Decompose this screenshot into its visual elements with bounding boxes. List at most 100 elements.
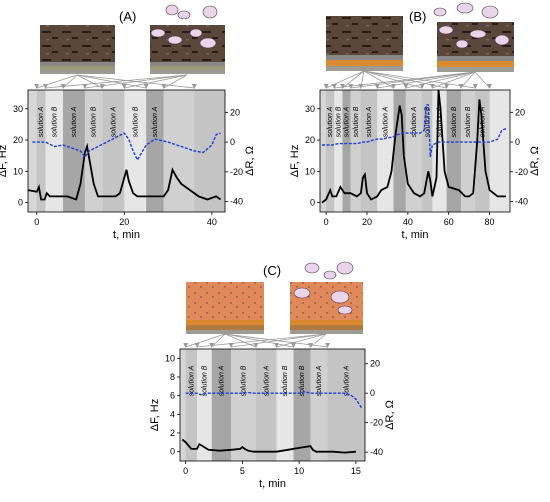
panel-b-illustration-left	[326, 16, 403, 71]
solution-label: solution B	[282, 365, 289, 396]
y-right-tick-label: -40	[515, 197, 528, 207]
arrow-head	[99, 84, 105, 89]
solution-label: solution B	[201, 365, 208, 396]
arrow-head	[143, 84, 149, 89]
x-axis-label: t, min	[402, 229, 429, 241]
pep-surface-image	[186, 282, 264, 320]
arrow-head	[444, 84, 450, 89]
arrow-head	[183, 343, 189, 348]
connector-arrow	[224, 333, 294, 348]
solution-stripe	[102, 90, 125, 212]
connector-arrow	[224, 333, 328, 348]
pep-layer	[186, 320, 264, 325]
panel-a-illustration-left	[40, 25, 115, 74]
y-right-tick-label: 0	[515, 137, 520, 147]
solution-stripe	[146, 90, 164, 212]
sio2-layer	[186, 325, 264, 330]
plot-frame	[27, 89, 226, 213]
y-right-axis-label: ΔR, Ω	[384, 400, 396, 430]
molecule-cluster-icon	[433, 2, 499, 19]
connector-arrow	[363, 70, 394, 89]
solution-label: solution A	[479, 106, 486, 137]
arrow-head	[487, 84, 493, 89]
y-right-tick-label: -20	[230, 167, 243, 177]
y-left-tick-label: 20	[13, 135, 23, 145]
panel-a-chart: solution A solution B solution A solution B…	[0, 89, 256, 241]
y-right-tick-label: -20	[370, 418, 383, 428]
arrow-head	[348, 84, 354, 89]
x-tick-label: 0	[183, 466, 188, 476]
sio2-layer	[40, 66, 115, 70]
y-left-tick-label: 10	[165, 353, 175, 363]
y-left-tick-label: 10	[13, 166, 23, 176]
solution-label: solution A	[343, 365, 350, 396]
solution-label: solution B	[465, 106, 472, 137]
y-left-tick-label: 0	[170, 447, 175, 457]
solution-label: solution B	[424, 106, 431, 137]
arrow-head	[82, 84, 88, 89]
solution-stripe	[194, 90, 225, 212]
connector-arrow	[460, 71, 476, 89]
connector-arrow	[62, 74, 78, 89]
solution-stripe	[231, 349, 257, 461]
y-left-tick-label: 0	[310, 198, 315, 208]
solution-stripe	[405, 90, 423, 212]
solution-stripe	[293, 349, 311, 461]
x-tick-label: 5	[240, 466, 245, 476]
arrow-head	[34, 84, 40, 89]
connector-arrow	[432, 71, 476, 89]
arrow-head	[43, 84, 49, 89]
frequency-shift-line	[321, 89, 506, 204]
panel-b-illustration-right	[433, 2, 514, 72]
y-right-tick-label: 0	[230, 137, 235, 147]
arrow-head	[323, 84, 329, 89]
panel-b-arrows	[323, 70, 493, 89]
connector-arrow	[45, 74, 188, 89]
x-tick-label: 0	[34, 217, 39, 227]
panel-b-chart: solution A solution B solution A solution B…	[289, 89, 541, 241]
x-axis-label: t, min	[259, 478, 286, 490]
panel-c-label: (C)	[263, 263, 281, 278]
y-left-axis-label: ΔF, Hz	[289, 145, 301, 177]
arrow-head	[253, 343, 259, 348]
solution-stripe	[460, 90, 476, 212]
y-right-tick-label: 20	[515, 107, 525, 117]
resistance-shift-line	[32, 132, 221, 162]
solution-stripe	[63, 90, 85, 212]
connector-arrow	[211, 333, 226, 348]
frequency-shift-line	[181, 438, 356, 454]
solution-label: solution A	[411, 106, 418, 137]
y-left-axis-label: ΔF, Hz	[149, 399, 161, 431]
quartz-layer	[40, 70, 115, 74]
solution-label: solution B	[451, 106, 458, 137]
arrow-head	[290, 343, 296, 348]
arrow-head	[228, 343, 234, 348]
sio2-layer	[150, 66, 225, 70]
quartz-layer	[437, 67, 514, 72]
solution-label: solution A	[152, 106, 159, 137]
resistance-shift-line	[322, 104, 507, 158]
y-right-axis-label: ΔR, Ω	[244, 146, 256, 176]
molecule-cluster-icon	[293, 287, 353, 315]
solution-stripe	[310, 349, 328, 461]
solution-label: solution B	[241, 365, 248, 396]
arrow-head	[209, 343, 215, 348]
x-tick-label: 10	[294, 466, 304, 476]
arrow-head	[331, 84, 337, 89]
quartz-layer	[290, 330, 363, 334]
y-right-tick-label: -20	[515, 167, 528, 177]
connector-arrow	[363, 70, 447, 89]
y-left-tick-label: 0	[18, 198, 23, 208]
panel-a-illustration-right	[150, 4, 225, 74]
solution-stripe	[197, 349, 212, 461]
solution-label: solution A	[382, 106, 389, 137]
solution-label: solution A	[218, 365, 225, 396]
arrow-head	[358, 84, 364, 89]
x-tick-label: 15	[351, 466, 361, 476]
y-right-tick-label: -40	[370, 447, 383, 457]
pep-layer	[290, 320, 363, 325]
pep-surface-image	[290, 282, 363, 320]
